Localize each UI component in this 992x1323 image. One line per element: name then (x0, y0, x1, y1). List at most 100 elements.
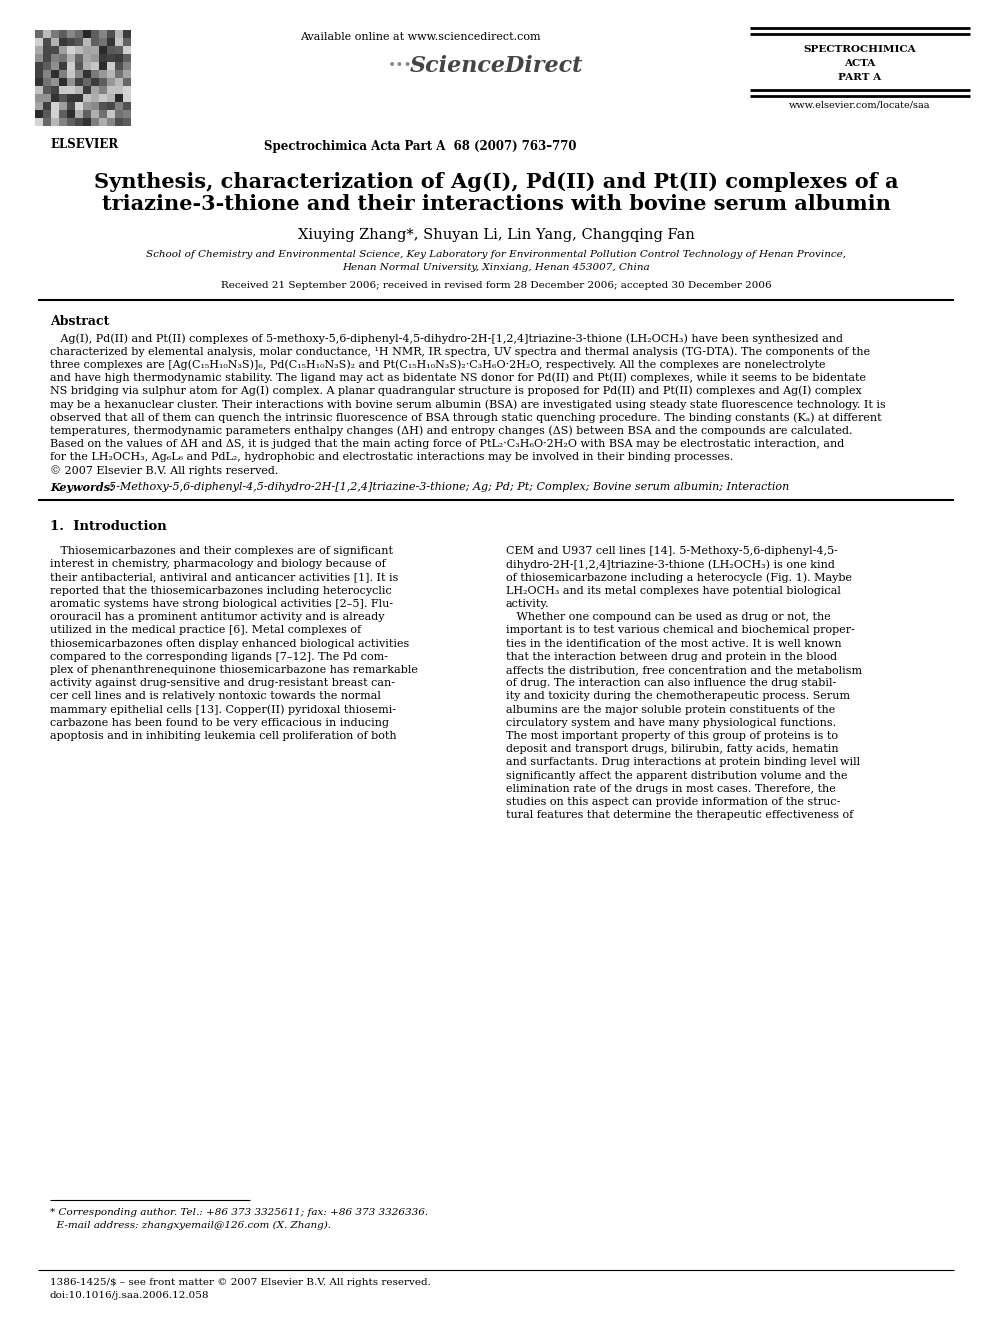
Text: Keywords:: Keywords: (50, 482, 114, 493)
Text: may be a hexanuclear cluster. Their interactions with bovine serum albumin (BSA): may be a hexanuclear cluster. Their inte… (50, 400, 886, 410)
Text: Based on the values of ΔH and ΔS, it is judged that the main acting force of PtL: Based on the values of ΔH and ΔS, it is … (50, 439, 844, 448)
Bar (75, 118, 83, 126)
Bar (115, 30, 123, 38)
Bar (67, 102, 75, 110)
Bar (115, 102, 123, 110)
Bar (123, 118, 131, 126)
Text: •••: ••• (388, 58, 413, 71)
Bar (83, 38, 91, 46)
Bar (67, 86, 75, 94)
Text: activity.: activity. (506, 599, 550, 609)
Bar (35, 78, 43, 86)
Bar (59, 62, 67, 70)
Bar (123, 62, 131, 70)
Bar (43, 62, 51, 70)
Text: Spectrochimica Acta Part A  68 (2007) 763–770: Spectrochimica Acta Part A 68 (2007) 763… (264, 140, 576, 153)
Bar (107, 62, 115, 70)
Bar (83, 86, 91, 94)
Bar (99, 86, 107, 94)
Bar (59, 94, 67, 102)
Bar (107, 110, 115, 118)
Text: Whether one compound can be used as drug or not, the: Whether one compound can be used as drug… (506, 613, 830, 622)
Text: and surfactants. Drug interactions at protein binding level will: and surfactants. Drug interactions at pr… (506, 757, 860, 767)
Bar (123, 54, 131, 62)
Bar (43, 78, 51, 86)
Bar (115, 38, 123, 46)
Bar (123, 78, 131, 86)
Bar (91, 102, 99, 110)
Text: E-mail address: zhangxyemail@126.com (X. Zhang).: E-mail address: zhangxyemail@126.com (X.… (50, 1221, 331, 1230)
Text: three complexes are [Ag(C₁₅H₁₀N₃S)]₆, Pd(C₁₅H₁₀N₃S)₂ and Pt(C₁₅H₁₀N₃S)₂·C₃H₆O·2H: three complexes are [Ag(C₁₅H₁₀N₃S)]₆, Pd… (50, 360, 825, 370)
Bar (107, 94, 115, 102)
Bar (115, 110, 123, 118)
Text: utilized in the medical practice [6]. Metal complexes of: utilized in the medical practice [6]. Me… (50, 626, 361, 635)
Text: circulatory system and have many physiological functions.: circulatory system and have many physiol… (506, 718, 836, 728)
Text: thiosemicarbazones often display enhanced biological activities: thiosemicarbazones often display enhance… (50, 639, 410, 648)
Text: of drug. The interaction can also influence the drug stabil-: of drug. The interaction can also influe… (506, 679, 836, 688)
Bar (35, 102, 43, 110)
Bar (59, 110, 67, 118)
Text: School of Chemistry and Environmental Science, Key Laboratory for Environmental : School of Chemistry and Environmental Sc… (146, 250, 846, 259)
Bar (59, 30, 67, 38)
Text: www.elsevier.com/locate/saa: www.elsevier.com/locate/saa (790, 101, 930, 108)
Bar (59, 86, 67, 94)
Bar (35, 70, 43, 78)
Text: Available online at www.sciencedirect.com: Available online at www.sciencedirect.co… (300, 32, 541, 42)
Text: cer cell lines and is relatively nontoxic towards the normal: cer cell lines and is relatively nontoxi… (50, 692, 381, 701)
Text: PART A: PART A (838, 73, 882, 82)
Text: ELSEVIER: ELSEVIER (51, 138, 119, 151)
Bar (75, 78, 83, 86)
Bar (67, 38, 75, 46)
Bar (51, 54, 59, 62)
Text: © 2007 Elsevier B.V. All rights reserved.: © 2007 Elsevier B.V. All rights reserved… (50, 464, 279, 476)
Bar (51, 46, 59, 54)
Bar (83, 62, 91, 70)
Text: ity and toxicity during the chemotherapeutic process. Serum: ity and toxicity during the chemotherape… (506, 692, 850, 701)
Text: orouracil has a prominent antitumor activity and is already: orouracil has a prominent antitumor acti… (50, 613, 385, 622)
Text: reported that the thiosemicarbazones including heterocyclic: reported that the thiosemicarbazones inc… (50, 586, 392, 595)
Bar (43, 102, 51, 110)
Text: albumins are the major soluble protein constituents of the: albumins are the major soluble protein c… (506, 705, 835, 714)
Bar (91, 70, 99, 78)
Text: important is to test various chemical and biochemical proper-: important is to test various chemical an… (506, 626, 855, 635)
Bar (99, 94, 107, 102)
Bar (115, 118, 123, 126)
Bar (99, 46, 107, 54)
Bar (83, 70, 91, 78)
Bar (75, 30, 83, 38)
Bar (35, 110, 43, 118)
Bar (83, 46, 91, 54)
Text: activity against drug-sensitive and drug-resistant breast can-: activity against drug-sensitive and drug… (50, 679, 395, 688)
Text: affects the distribution, free concentration and the metabolism: affects the distribution, free concentra… (506, 665, 862, 675)
Bar (83, 30, 91, 38)
Bar (43, 118, 51, 126)
Bar (115, 54, 123, 62)
Bar (75, 102, 83, 110)
Text: of thiosemicarbazone including a heterocycle (Fig. 1). Maybe: of thiosemicarbazone including a heteroc… (506, 573, 852, 583)
Bar (75, 38, 83, 46)
Bar (59, 102, 67, 110)
Bar (91, 54, 99, 62)
Text: The most important property of this group of proteins is to: The most important property of this grou… (506, 732, 838, 741)
Bar (35, 94, 43, 102)
Bar (99, 102, 107, 110)
Bar (43, 46, 51, 54)
Bar (75, 86, 83, 94)
Bar (75, 110, 83, 118)
Bar (35, 62, 43, 70)
Text: their antibacterial, antiviral and anticancer activities [1]. It is: their antibacterial, antiviral and antic… (50, 573, 399, 582)
Text: Synthesis, characterization of Ag(I), Pd(II) and Pt(II) complexes of a: Synthesis, characterization of Ag(I), Pd… (94, 172, 898, 192)
Text: 5-Methoxy-5,6-diphenyl-4,5-dihydro-2H-[1,2,4]triazine-3-thione; Ag; Pd; Pt; Comp: 5-Methoxy-5,6-diphenyl-4,5-dihydro-2H-[1… (102, 482, 790, 492)
Bar (99, 118, 107, 126)
Bar (51, 102, 59, 110)
Bar (123, 46, 131, 54)
Text: temperatures, thermodynamic parameters enthalpy changes (ΔH) and entropy changes: temperatures, thermodynamic parameters e… (50, 426, 852, 437)
Text: doi:10.1016/j.saa.2006.12.058: doi:10.1016/j.saa.2006.12.058 (50, 1291, 209, 1301)
Text: CEM and U937 cell lines [14]. 5-Methoxy-5,6-diphenyl-4,5-: CEM and U937 cell lines [14]. 5-Methoxy-… (506, 546, 838, 556)
Text: LH₂OCH₃ and its metal complexes have potential biological: LH₂OCH₃ and its metal complexes have pot… (506, 586, 841, 595)
Bar (107, 38, 115, 46)
Bar (83, 94, 91, 102)
Bar (91, 62, 99, 70)
Text: Thiosemicarbazones and their complexes are of significant: Thiosemicarbazones and their complexes a… (50, 546, 393, 556)
Bar (67, 94, 75, 102)
